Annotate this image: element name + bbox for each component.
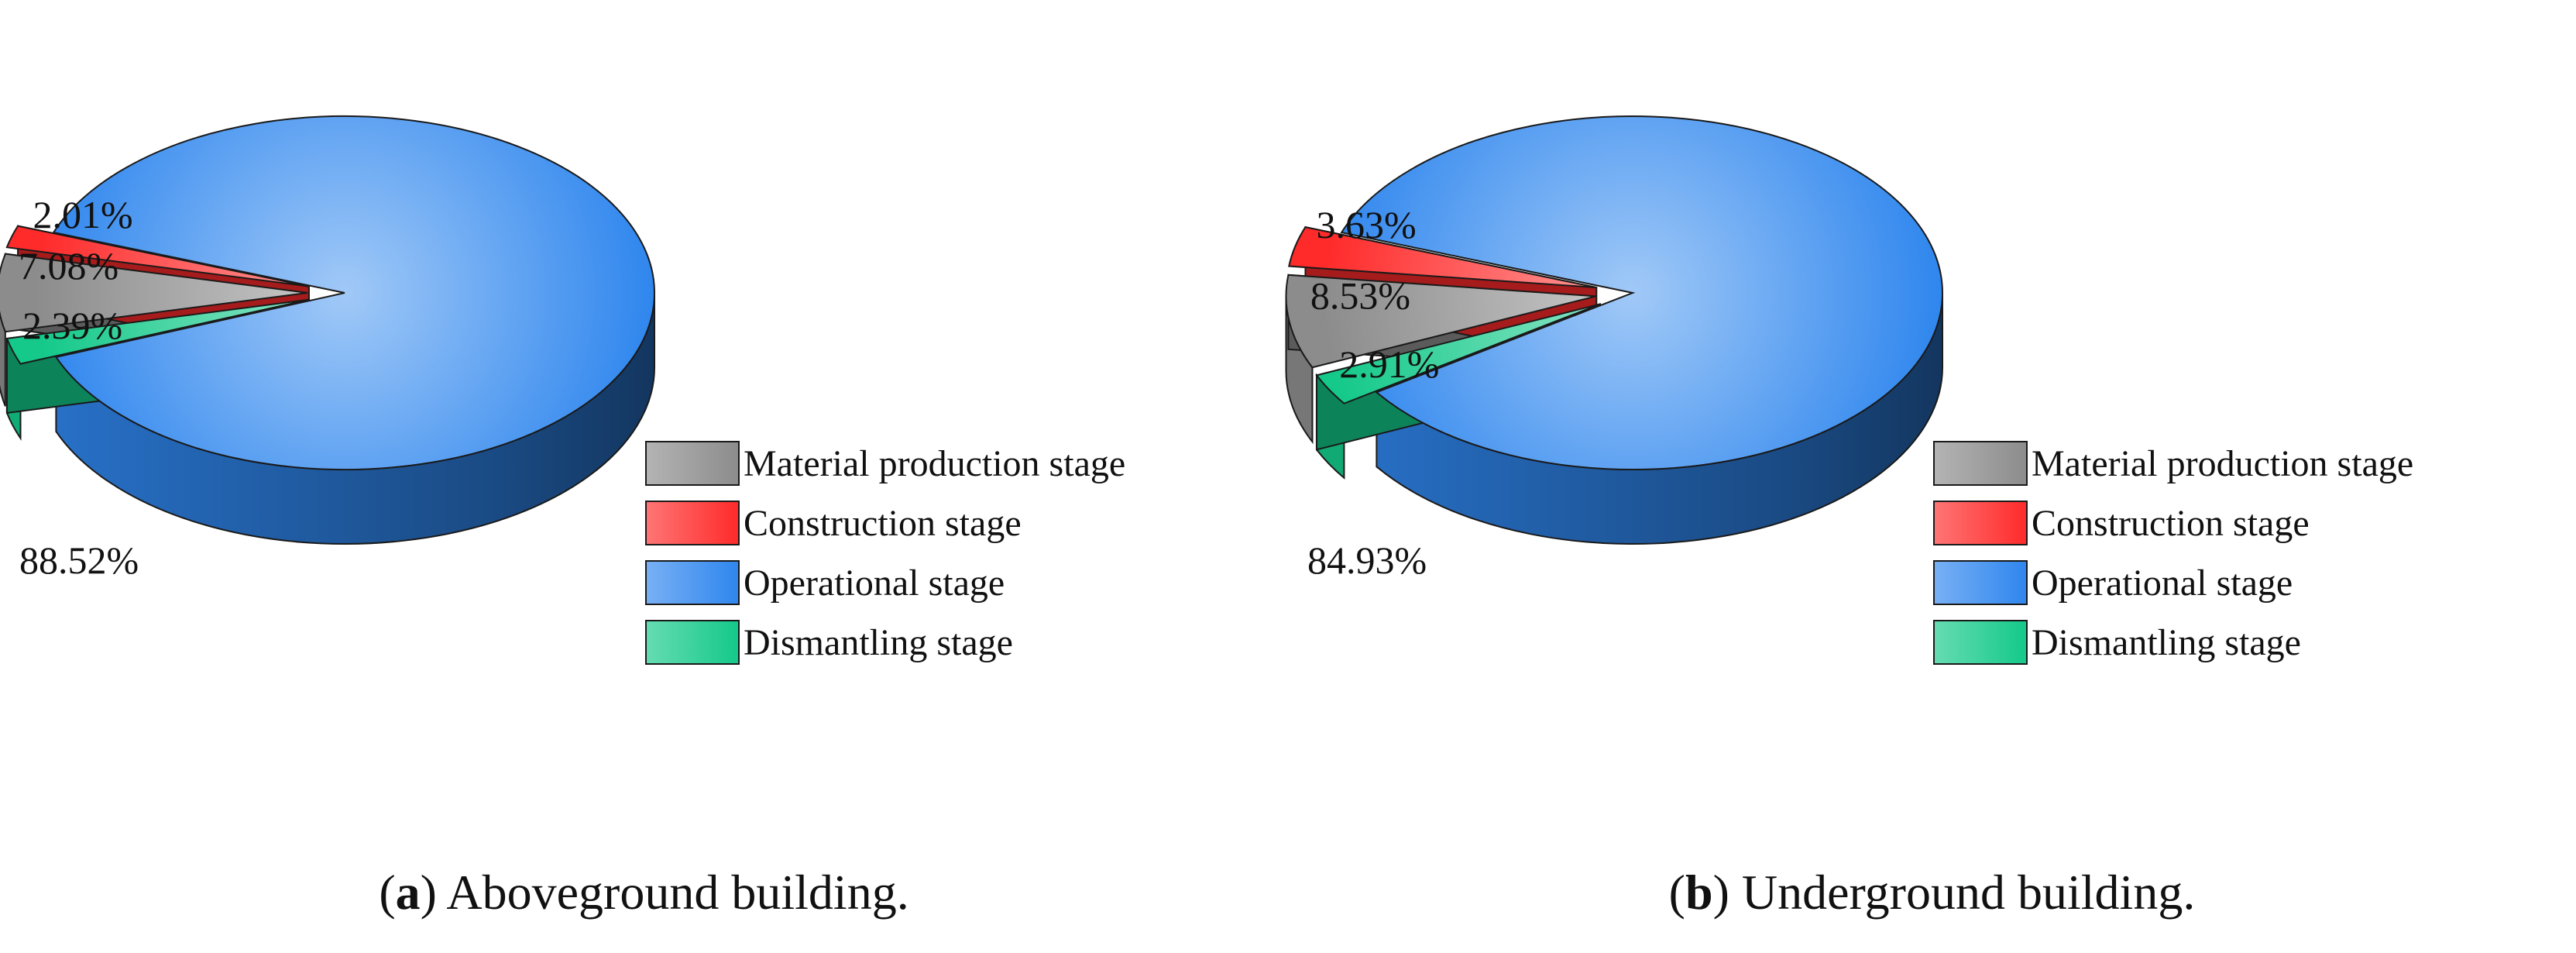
legend-swatch-dismantling-stage [1933, 620, 2028, 665]
legend-swatch-construction-stage [645, 501, 740, 545]
caption-b: (b) Underground building. [1668, 865, 2196, 920]
slice-dismantling-stage [1315, 303, 1601, 404]
caption-a: (a) Aboveground building. [379, 865, 909, 920]
data-label-dismantling-stage: 2.39% [22, 304, 122, 347]
legend-label-construction-stage: Construction stage [2032, 503, 2310, 544]
slice-construction-stage [1288, 225, 1597, 289]
caption-text: Aboveground building. [446, 865, 909, 920]
slice-material-production-stage [1285, 274, 1596, 369]
slice-operational-stage [1340, 115, 1943, 470]
legend-label-material-production-stage: Material production stage [744, 443, 1125, 484]
legend-swatch-construction-stage [1933, 501, 2028, 545]
legend-label-operational-stage: Operational stage [2032, 563, 2293, 604]
pie-chart-b: 84.93% 2.91% 8.53% 3.63% Material production… [1285, 115, 2413, 665]
legend-label-dismantling-stage: Dismantling stage [744, 622, 1013, 663]
data-label-material-production-stage: 7.08% [19, 244, 118, 287]
legend-label-construction-stage: Construction stage [744, 503, 1022, 544]
legend-label-material-production-stage: Material production stage [2032, 443, 2413, 484]
legend-swatch-material-production-stage [645, 441, 740, 486]
slice-dismantling-stage [5, 298, 310, 365]
slice-operational-stage [52, 115, 655, 470]
legend-swatch-material-production-stage [1933, 441, 2028, 486]
pie-chart-a: 88.52% 2.39% 7.08% 2.01% Material production… [0, 115, 1125, 665]
pie-tops [1285, 115, 1943, 470]
legend-swatch-dismantling-stage [645, 620, 740, 665]
panel-a: 88.52% 2.39% 7.08% 2.01% Material production… [0, 115, 1125, 920]
caption-text: Underground building. [1741, 865, 2196, 920]
data-label-material-production-stage: 8.53% [1310, 274, 1410, 317]
slice-material-production-stage [0, 253, 308, 333]
legend-swatch-operational-stage [645, 560, 740, 605]
legend: Material production stage Construction st… [1933, 441, 2413, 665]
legend-swatch-operational-stage [1933, 560, 2028, 605]
caption-letter: b [1685, 865, 1713, 920]
slice-construction-stage [5, 225, 310, 287]
legend-label-dismantling-stage: Dismantling stage [2032, 622, 2301, 663]
legend: Material production stage Construction st… [645, 441, 1125, 665]
data-label-construction-stage: 3.63% [1317, 203, 1417, 246]
data-label-dismantling-stage: 2.91% [1339, 342, 1439, 386]
panel-b: 84.93% 2.91% 8.53% 3.63% Material production… [1285, 0, 2576, 953]
pie-tops [0, 115, 655, 470]
data-label-construction-stage: 2.01% [33, 193, 133, 236]
caption-letter: a [395, 865, 421, 920]
data-label-operational-stage: 88.52% [19, 538, 139, 582]
data-label-operational-stage: 84.93% [1307, 538, 1427, 582]
legend-label-operational-stage: Operational stage [744, 563, 1005, 604]
